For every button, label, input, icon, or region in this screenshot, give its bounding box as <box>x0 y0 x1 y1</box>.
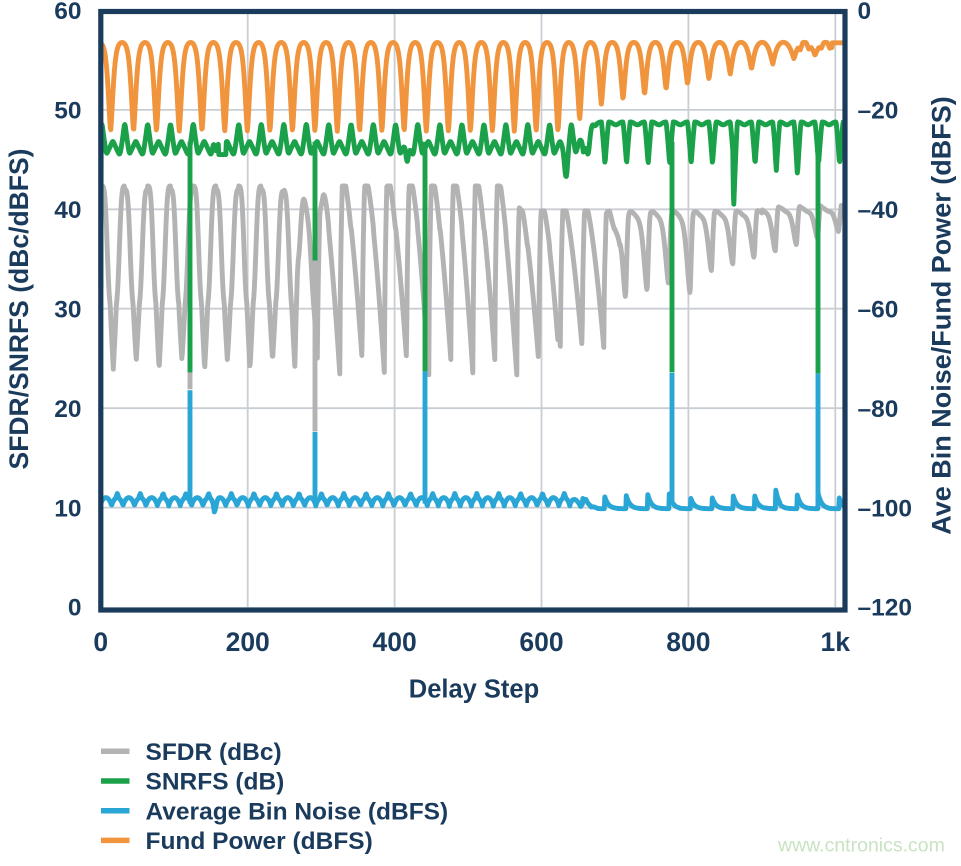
svg-text:400: 400 <box>372 627 416 657</box>
svg-text:–20: –20 <box>858 98 899 125</box>
svg-text:Ave Bin Noise/Fund Power (dBFS: Ave Bin Noise/Fund Power (dBFS) <box>927 96 957 535</box>
svg-text:60: 60 <box>54 0 81 25</box>
svg-text:SFDR (dBc): SFDR (dBc) <box>146 739 282 766</box>
svg-text:Delay Step: Delay Step <box>409 676 539 704</box>
svg-text:800: 800 <box>666 627 710 657</box>
svg-text:20: 20 <box>54 396 81 423</box>
svg-text:0: 0 <box>858 0 872 25</box>
svg-text:SNRFS (dB): SNRFS (dB) <box>146 769 285 796</box>
svg-text:–40: –40 <box>858 197 899 224</box>
svg-text:SFDR/SNRFS (dBc/dBFS): SFDR/SNRFS (dBc/dBFS) <box>4 149 34 470</box>
svg-text:0: 0 <box>93 627 108 657</box>
svg-text:1k: 1k <box>821 627 851 657</box>
svg-text:–120: –120 <box>858 595 913 622</box>
svg-text:–80: –80 <box>858 396 899 423</box>
svg-text:–60: –60 <box>858 296 899 323</box>
svg-text:200: 200 <box>226 627 270 657</box>
svg-text:0: 0 <box>68 595 82 622</box>
svg-text:Fund Power (dBFS): Fund Power (dBFS) <box>146 828 373 855</box>
svg-text:40: 40 <box>54 197 81 224</box>
svg-text:30: 30 <box>54 296 81 323</box>
svg-text:Average Bin Noise (dBFS): Average Bin Noise (dBFS) <box>146 798 449 825</box>
svg-text:600: 600 <box>519 627 563 657</box>
svg-text:10: 10 <box>54 495 81 522</box>
svg-text:50: 50 <box>54 98 81 125</box>
svg-text:–100: –100 <box>858 495 913 522</box>
svg-text:www.cntronics.com: www.cntronics.com <box>777 835 945 857</box>
